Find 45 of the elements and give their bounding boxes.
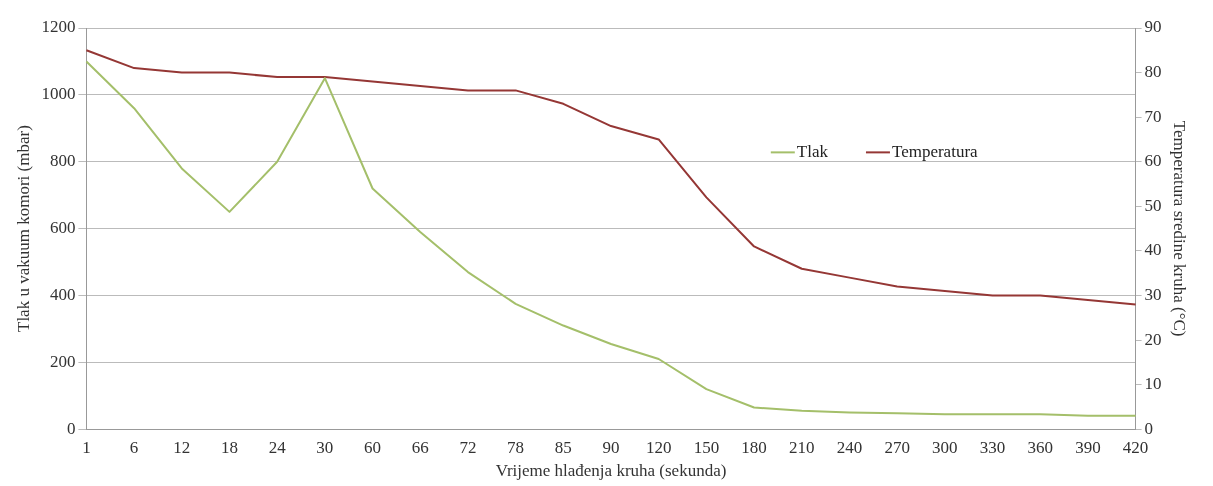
x-tick-label: 390 <box>1075 437 1101 457</box>
y-tick-label: 1000 <box>41 84 76 104</box>
x-tick-label: 330 <box>979 437 1006 457</box>
x-tick-label: 1 <box>82 437 91 457</box>
x-tick-label: 24 <box>268 437 287 457</box>
x-tick-label: 72 <box>459 437 477 457</box>
x-tick-label: 85 <box>554 437 572 457</box>
y-axis-title: Tlak u vakuum komori (mbar) <box>13 125 33 332</box>
y2-tick-label: 70 <box>1144 106 1162 126</box>
y2-tick-label: 30 <box>1144 284 1162 304</box>
x-tick-label: 300 <box>932 437 958 457</box>
legend-label: Tlak <box>796 141 829 161</box>
y2-tick-label: 20 <box>1144 329 1162 349</box>
x-tick-label: 6 <box>129 437 139 457</box>
y-tick-label: 0 <box>66 418 76 438</box>
legend-label: Temperatura <box>891 141 979 161</box>
x-tick-label: 90 <box>602 437 620 457</box>
y-tick-label: 200 <box>49 351 76 371</box>
y2-tick-label: 60 <box>1144 151 1162 171</box>
x-tick-label: 270 <box>884 437 910 457</box>
x-tick-label: 18 <box>220 437 238 457</box>
y-tick-label: 400 <box>49 284 76 304</box>
y2-tick-label: 40 <box>1144 240 1162 260</box>
x-tick-label: 12 <box>173 437 191 457</box>
x-tick-label: 240 <box>836 437 863 457</box>
y-tick-label: 600 <box>49 218 76 238</box>
x-tick-label: 78 <box>507 437 525 457</box>
x-tick-label: 60 <box>364 437 382 457</box>
y2-axis-title: Temperatura sredine kruha (°C) <box>1170 120 1190 337</box>
x-tick-label: 360 <box>1027 437 1053 457</box>
y2-tick-label: 10 <box>1144 374 1162 394</box>
x-axis-title: Vrijeme hlađenja kruha (sekunda) <box>495 461 727 481</box>
x-tick-label: 120 <box>645 437 672 457</box>
x-tick-label: 420 <box>1122 437 1149 457</box>
y2-tick-label: 50 <box>1144 195 1162 215</box>
x-tick-label: 66 <box>411 437 429 457</box>
y2-tick-label: 80 <box>1144 62 1162 82</box>
y-tick-label: 800 <box>49 151 76 171</box>
y2-tick-label: 90 <box>1144 17 1162 37</box>
x-tick-label: 210 <box>789 437 815 457</box>
y-tick-label: 1200 <box>41 17 76 37</box>
y2-tick-label: 0 <box>1144 418 1154 438</box>
x-tick-label: 30 <box>316 437 334 457</box>
x-tick-label: 150 <box>693 437 720 457</box>
x-tick-label: 180 <box>741 437 767 457</box>
